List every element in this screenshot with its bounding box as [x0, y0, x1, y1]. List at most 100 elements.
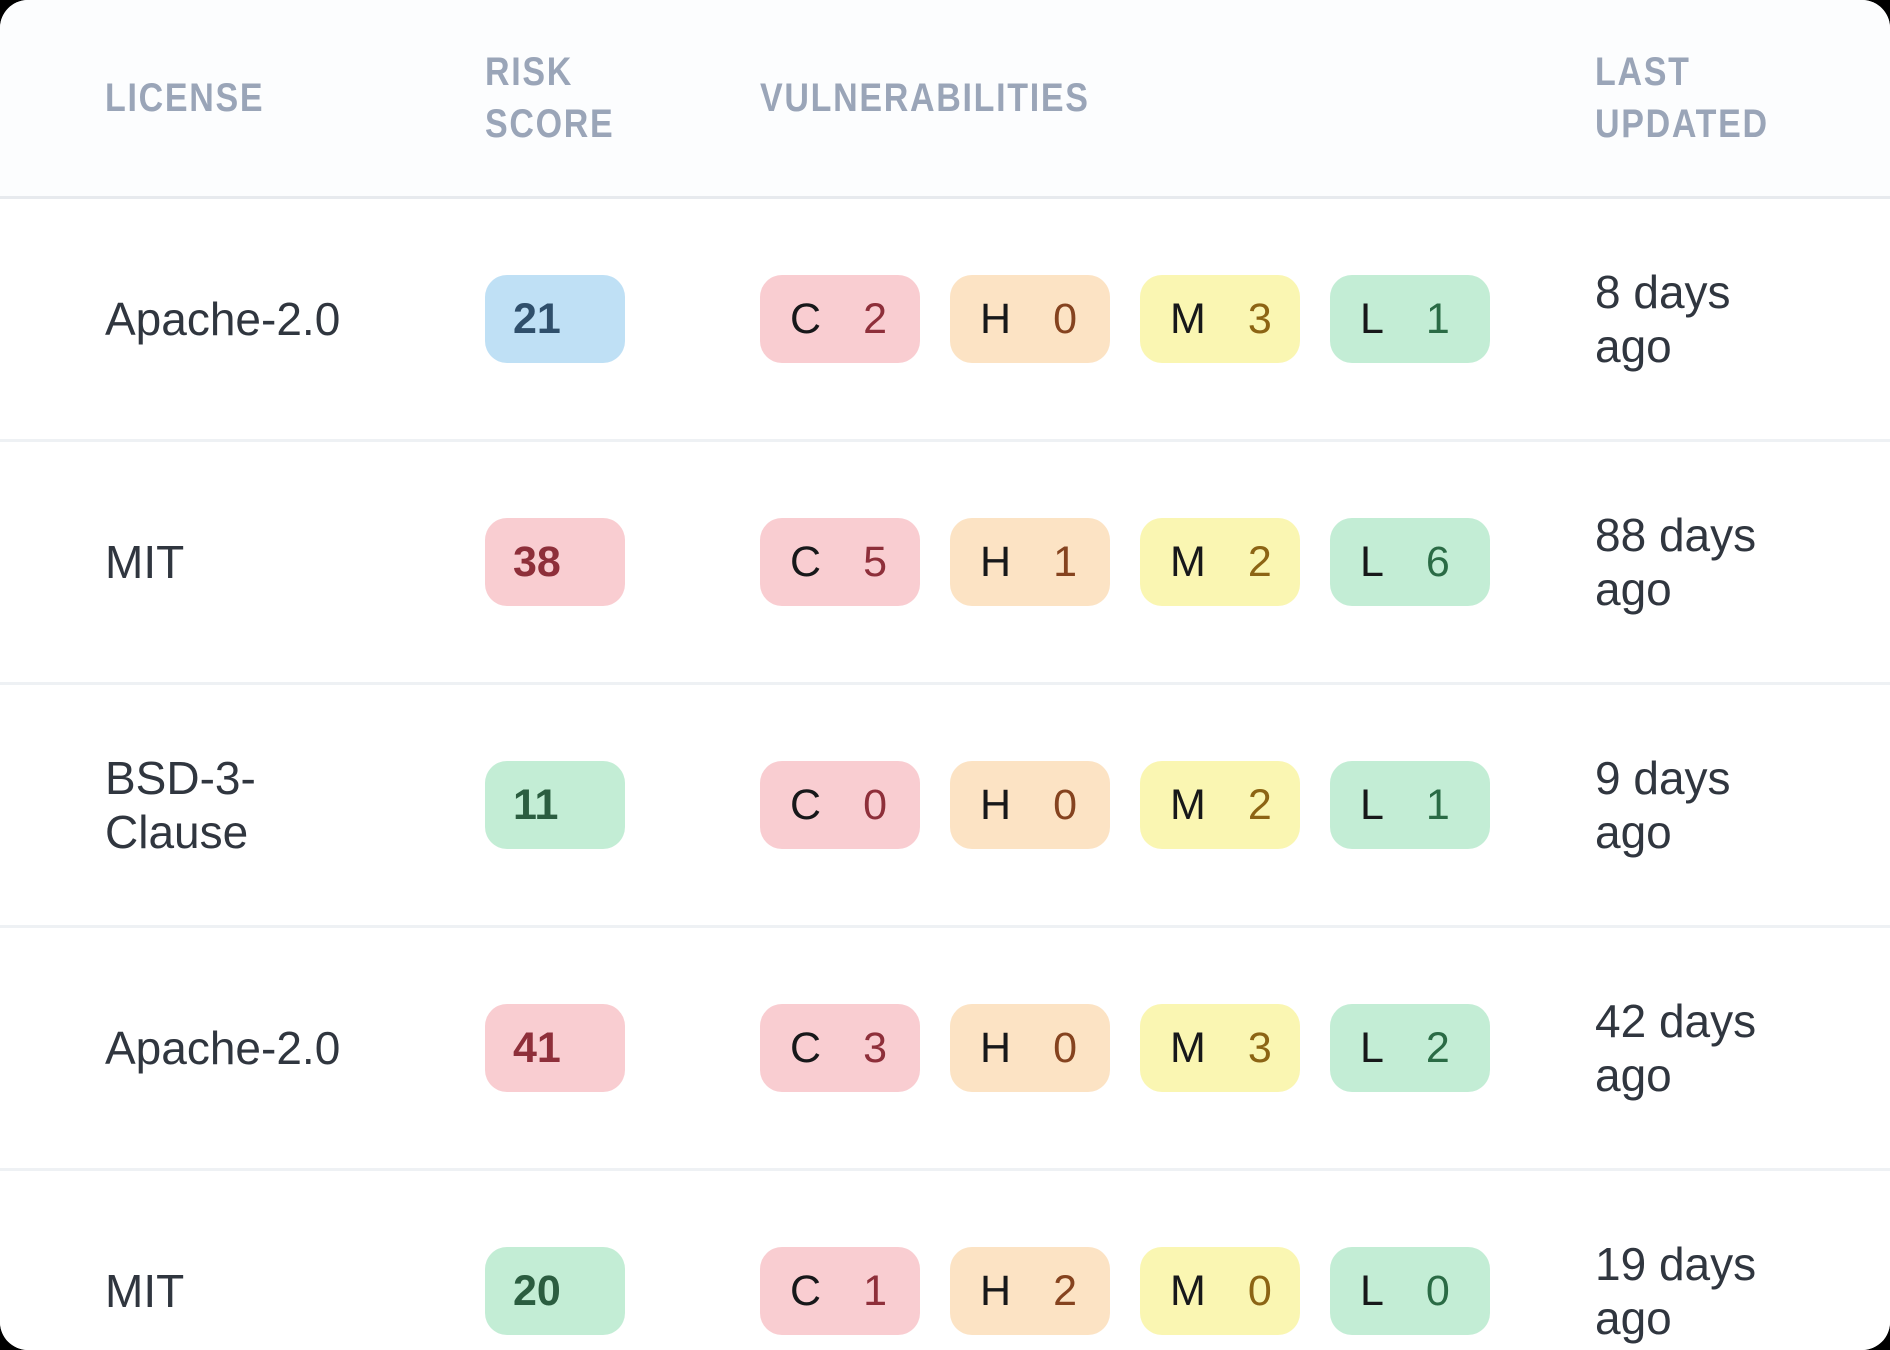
severity-letter: C: [790, 294, 822, 343]
severity-count: 3: [1247, 294, 1272, 343]
last-updated: 8 days ago: [1595, 265, 1731, 372]
risk-score-badge: 41: [485, 1004, 625, 1092]
column-header-vulnerabilities: VULNERABILITIES: [760, 72, 1520, 124]
severity-count: 1: [863, 1266, 887, 1315]
severity-count: 1: [1425, 780, 1450, 829]
risk-score-cell: 21: [485, 275, 645, 363]
severity-count: 3: [863, 1023, 887, 1072]
risk-score-badge: 11: [485, 761, 625, 849]
risk-score-cell: 38: [485, 518, 645, 606]
severity-count: 0: [1053, 780, 1077, 829]
severity-letter: L: [1360, 1023, 1384, 1072]
severity-count: 2: [1247, 780, 1272, 829]
column-header-license: LICENSE: [105, 72, 390, 124]
license-name: Apache-2.0: [105, 292, 341, 345]
severity-letter: C: [790, 1266, 822, 1315]
severity-count: 2: [863, 294, 887, 343]
severity-letter: H: [980, 1023, 1012, 1072]
severity-letter: H: [980, 294, 1012, 343]
column-header-risk-score: RISK SCORE: [485, 46, 645, 150]
risk-score-badge: 38: [485, 518, 625, 606]
severity-count: 0: [1247, 1266, 1272, 1315]
severity-letter: H: [980, 1266, 1012, 1315]
license-name: MIT: [105, 1264, 185, 1317]
severity-count: 1: [1053, 537, 1077, 586]
column-header-last-updated: LAST UPDATED: [1595, 46, 1805, 150]
column-header-last-updated-label: LAST UPDATED: [1595, 50, 1769, 146]
severity-letter: L: [1360, 1266, 1384, 1315]
severity-letter: H: [980, 780, 1012, 829]
last-updated: 19 days ago: [1595, 1237, 1757, 1344]
last-updated: 88 days ago: [1595, 508, 1757, 615]
last-updated: 42 days ago: [1595, 994, 1757, 1101]
column-header-risk-score-label: RISK SCORE: [485, 50, 615, 146]
severity-letter: H: [980, 537, 1012, 586]
severity-letter: L: [1360, 780, 1384, 829]
severity-letter: M: [1170, 1023, 1206, 1072]
severity-letter: L: [1360, 294, 1384, 343]
license-name: Apache-2.0: [105, 1021, 341, 1074]
severity-letter: C: [790, 780, 822, 829]
severity-count: 2: [1053, 1266, 1077, 1315]
severity-count: 2: [1247, 537, 1272, 586]
severity-letter: C: [790, 537, 822, 586]
severity-count: 0: [1053, 1023, 1077, 1072]
severity-letter: L: [1360, 537, 1384, 586]
severity-count: 6: [1425, 537, 1450, 586]
severity-count: 0: [1425, 1266, 1450, 1315]
severity-count: 0: [1053, 294, 1077, 343]
column-header-license-label: LICENSE: [105, 76, 265, 120]
column-header-vulnerabilities-label: VULNERABILITIES: [760, 76, 1090, 120]
severity-count: 2: [1425, 1023, 1450, 1072]
severity-count: 3: [1247, 1023, 1272, 1072]
severity-letter: M: [1170, 1266, 1206, 1315]
severity-letter: M: [1170, 537, 1206, 586]
risk-score-badge: 21: [485, 275, 625, 363]
severity-count: 5: [863, 537, 887, 586]
severity-count: 0: [863, 780, 887, 829]
license-name: BSD-3-Clause: [105, 751, 256, 858]
severity-letter: M: [1170, 780, 1206, 829]
risk-score-cell: 41: [485, 1004, 645, 1092]
severity-count: 1: [1425, 294, 1450, 343]
risk-score-cell: 20: [485, 1247, 645, 1335]
last-updated: 9 days ago: [1595, 751, 1731, 858]
license-name: MIT: [105, 535, 185, 588]
severity-letter: C: [790, 1023, 822, 1072]
severity-letter: M: [1170, 294, 1206, 343]
table-header: LICENSE RISK SCORE VULNERABILITIES LAST …: [0, 0, 1890, 199]
risk-score-badge: 20: [485, 1247, 625, 1335]
